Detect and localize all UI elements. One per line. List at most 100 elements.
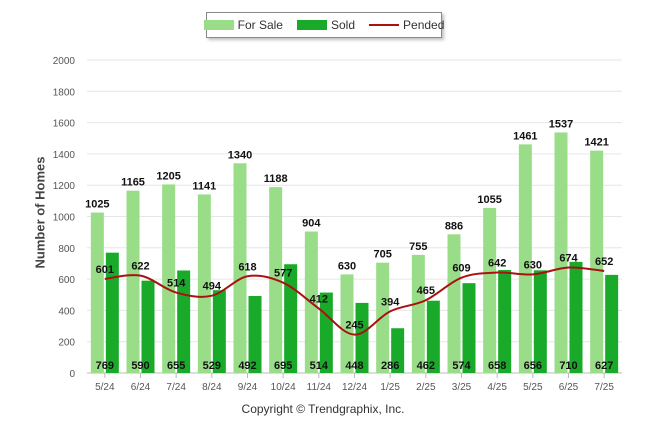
x-tick-label: 11/24 (307, 382, 332, 393)
legend-item-sold[interactable]: Sold (296, 18, 356, 32)
for-sale-bar (411, 254, 425, 373)
sold-data-label: 655 (167, 360, 185, 372)
sold-bar (498, 270, 512, 373)
y-tick-label: 1800 (53, 87, 76, 98)
sold-data-label: 769 (96, 360, 114, 372)
sold-bar (533, 270, 547, 373)
for-sale-data-label: 1421 (584, 137, 608, 149)
for-sale-bar (483, 207, 497, 373)
pended-line (104, 266, 605, 336)
pended-data-label: 412 (310, 294, 328, 306)
for-sale-data-label: 755 (409, 241, 427, 253)
x-tick-label: 5/25 (523, 382, 543, 393)
y-tick-label: 1000 (53, 213, 76, 224)
for-sale-data-label: 904 (302, 218, 321, 230)
for-sale-bar (376, 262, 390, 373)
x-tick-label: 6/25 (559, 382, 579, 393)
for-sale-bar (90, 212, 104, 373)
y-tick-label: 1600 (53, 119, 76, 130)
sold-bar (248, 296, 262, 373)
pended-data-label: 618 (238, 261, 256, 273)
sold-data-label: 529 (203, 360, 221, 372)
for-sale-data-label: 1537 (549, 118, 573, 130)
y-tick-label: 0 (69, 369, 75, 380)
sold-bar (355, 302, 369, 373)
y-axis-title: Number of Homes (32, 156, 48, 269)
for-sale-data-label: 886 (445, 220, 463, 232)
pended-data-label: 394 (381, 296, 400, 308)
sold-bar (462, 283, 476, 373)
sold-data-label: 448 (345, 360, 363, 372)
x-tick-label: 2/25 (416, 382, 436, 393)
sold-bar (284, 264, 298, 373)
for-sale-data-label: 1025 (85, 199, 109, 211)
legend-label-sold: Sold (330, 18, 356, 32)
for-sale-bar (590, 150, 604, 373)
for-sale-data-label: 1055 (477, 194, 501, 206)
sold-data-label: 627 (595, 360, 613, 372)
for-sale-bar (126, 190, 140, 373)
for-sale-data-label: 1461 (513, 130, 537, 142)
for-sale-data-label: 1340 (228, 149, 252, 161)
pended-data-label: 494 (203, 281, 222, 293)
x-tick-label: 4/25 (487, 382, 507, 393)
y-tick-label: 1400 (53, 150, 76, 161)
sold-bar (391, 328, 405, 373)
sold-data-label: 574 (452, 360, 471, 372)
x-tick-label: 10/24 (271, 382, 296, 393)
y-tick-label: 200 (58, 338, 75, 349)
for-sale-swatch (203, 20, 234, 30)
for-sale-data-label: 630 (338, 260, 356, 272)
sold-bar (105, 252, 119, 373)
y-tick-label: 400 (58, 306, 75, 317)
x-tick-label: 7/24 (166, 382, 186, 393)
for-sale-data-label: 705 (373, 249, 391, 261)
for-sale-data-label: 1188 (264, 173, 288, 185)
sold-bar (141, 280, 155, 373)
for-sale-bar (162, 184, 176, 373)
for-sale-data-label: 1165 (121, 177, 145, 189)
for-sale-data-label: 1141 (192, 180, 216, 192)
sold-data-label: 590 (131, 360, 149, 372)
sold-swatch (296, 20, 327, 30)
for-sale-bar (340, 274, 354, 373)
y-tick-label: 2000 (53, 56, 76, 67)
sold-bar (569, 261, 583, 373)
pended-data-label: 674 (559, 253, 578, 265)
sold-bar (426, 300, 440, 373)
y-tick-label: 1200 (53, 181, 76, 192)
for-sale-data-label: 1205 (156, 170, 180, 182)
pended-data-label: 601 (96, 264, 114, 276)
sold-data-label: 695 (274, 360, 292, 372)
pended-swatch (369, 24, 400, 26)
copyright-text: Copyright © Trendgraphix, Inc. (241, 402, 405, 416)
legend-label-pended: Pended (403, 18, 445, 32)
x-tick-label: 8/24 (202, 382, 222, 393)
x-tick-label: 1/25 (380, 382, 400, 393)
pended-data-label: 642 (488, 258, 506, 270)
sold-data-label: 514 (310, 360, 329, 372)
y-tick-label: 800 (58, 244, 75, 255)
chart-legend: For Sale Sold Pended (203, 12, 444, 38)
x-tick-label: 3/25 (452, 382, 472, 393)
for-sale-bar (554, 132, 568, 373)
sold-data-label: 658 (488, 360, 506, 372)
x-tick-label: 12/24 (342, 382, 367, 393)
pended-data-label: 514 (167, 278, 186, 290)
for-sale-bar (447, 234, 461, 373)
pended-data-label: 245 (345, 320, 363, 332)
for-sale-bar (197, 194, 211, 373)
sold-data-label: 710 (559, 360, 577, 372)
x-tick-label: 7/25 (594, 382, 614, 393)
legend-item-pended[interactable]: Pended (369, 18, 444, 32)
x-tick-label: 9/24 (238, 382, 258, 393)
sold-data-label: 492 (238, 360, 256, 372)
pended-data-label: 622 (131, 261, 149, 273)
pended-data-label: 577 (274, 268, 292, 280)
for-sale-bar (233, 163, 247, 373)
legend-label-for-sale: For Sale (237, 18, 283, 32)
sold-bar (605, 274, 619, 373)
pended-data-label: 465 (417, 285, 435, 297)
legend-item-for-sale[interactable]: For Sale (203, 18, 283, 32)
